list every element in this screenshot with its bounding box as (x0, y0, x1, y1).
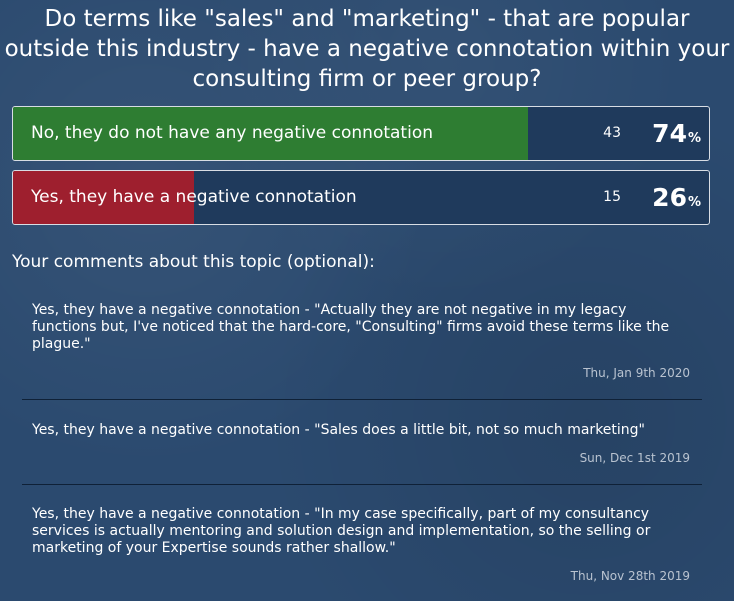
comments-heading: Your comments about this topic (optional… (12, 252, 375, 272)
comment-date: Thu, Jan 9th 2020 (583, 366, 690, 380)
poll-option-yes-count: 15 (603, 189, 621, 205)
poll-question: Do terms like "sales" and "marketing" - … (4, 6, 730, 92)
comment-text: Yes, they have a negative connotation - … (32, 506, 651, 556)
comment-date: Sun, Dec 1st 2019 (579, 451, 690, 465)
poll-option-no[interactable]: No, they do not have any negative connot… (12, 106, 710, 161)
percent-sign: % (687, 195, 701, 210)
percent-sign: % (687, 131, 701, 146)
comment-divider (22, 484, 702, 485)
comment-item: Yes, they have a negative connotation - … (12, 506, 702, 583)
poll-option-yes-percent: 26% (652, 171, 701, 224)
comment-item: Yes, they have a negative connotation - … (12, 302, 702, 380)
comment-item: Yes, they have a negative connotation - … (12, 422, 702, 465)
comment-text: Yes, they have a negative connotation - … (32, 422, 645, 438)
percent-value: 74 (652, 119, 687, 148)
poll-option-yes-label: Yes, they have a negative connotation (31, 187, 357, 207)
poll-option-yes-fill (13, 171, 194, 224)
poll-option-no-label: No, they do not have any negative connot… (31, 123, 433, 143)
percent-value: 26 (652, 183, 687, 212)
comment-text: Yes, they have a negative connotation - … (32, 302, 670, 352)
poll-option-yes[interactable]: Yes, they have a negative connotation 15… (12, 170, 710, 225)
comment-divider (22, 399, 702, 400)
poll-option-no-percent: 74% (652, 107, 701, 160)
comment-date: Thu, Nov 28th 2019 (570, 569, 690, 583)
poll-option-no-count: 43 (603, 125, 621, 141)
poll-option-no-fill (13, 107, 529, 160)
